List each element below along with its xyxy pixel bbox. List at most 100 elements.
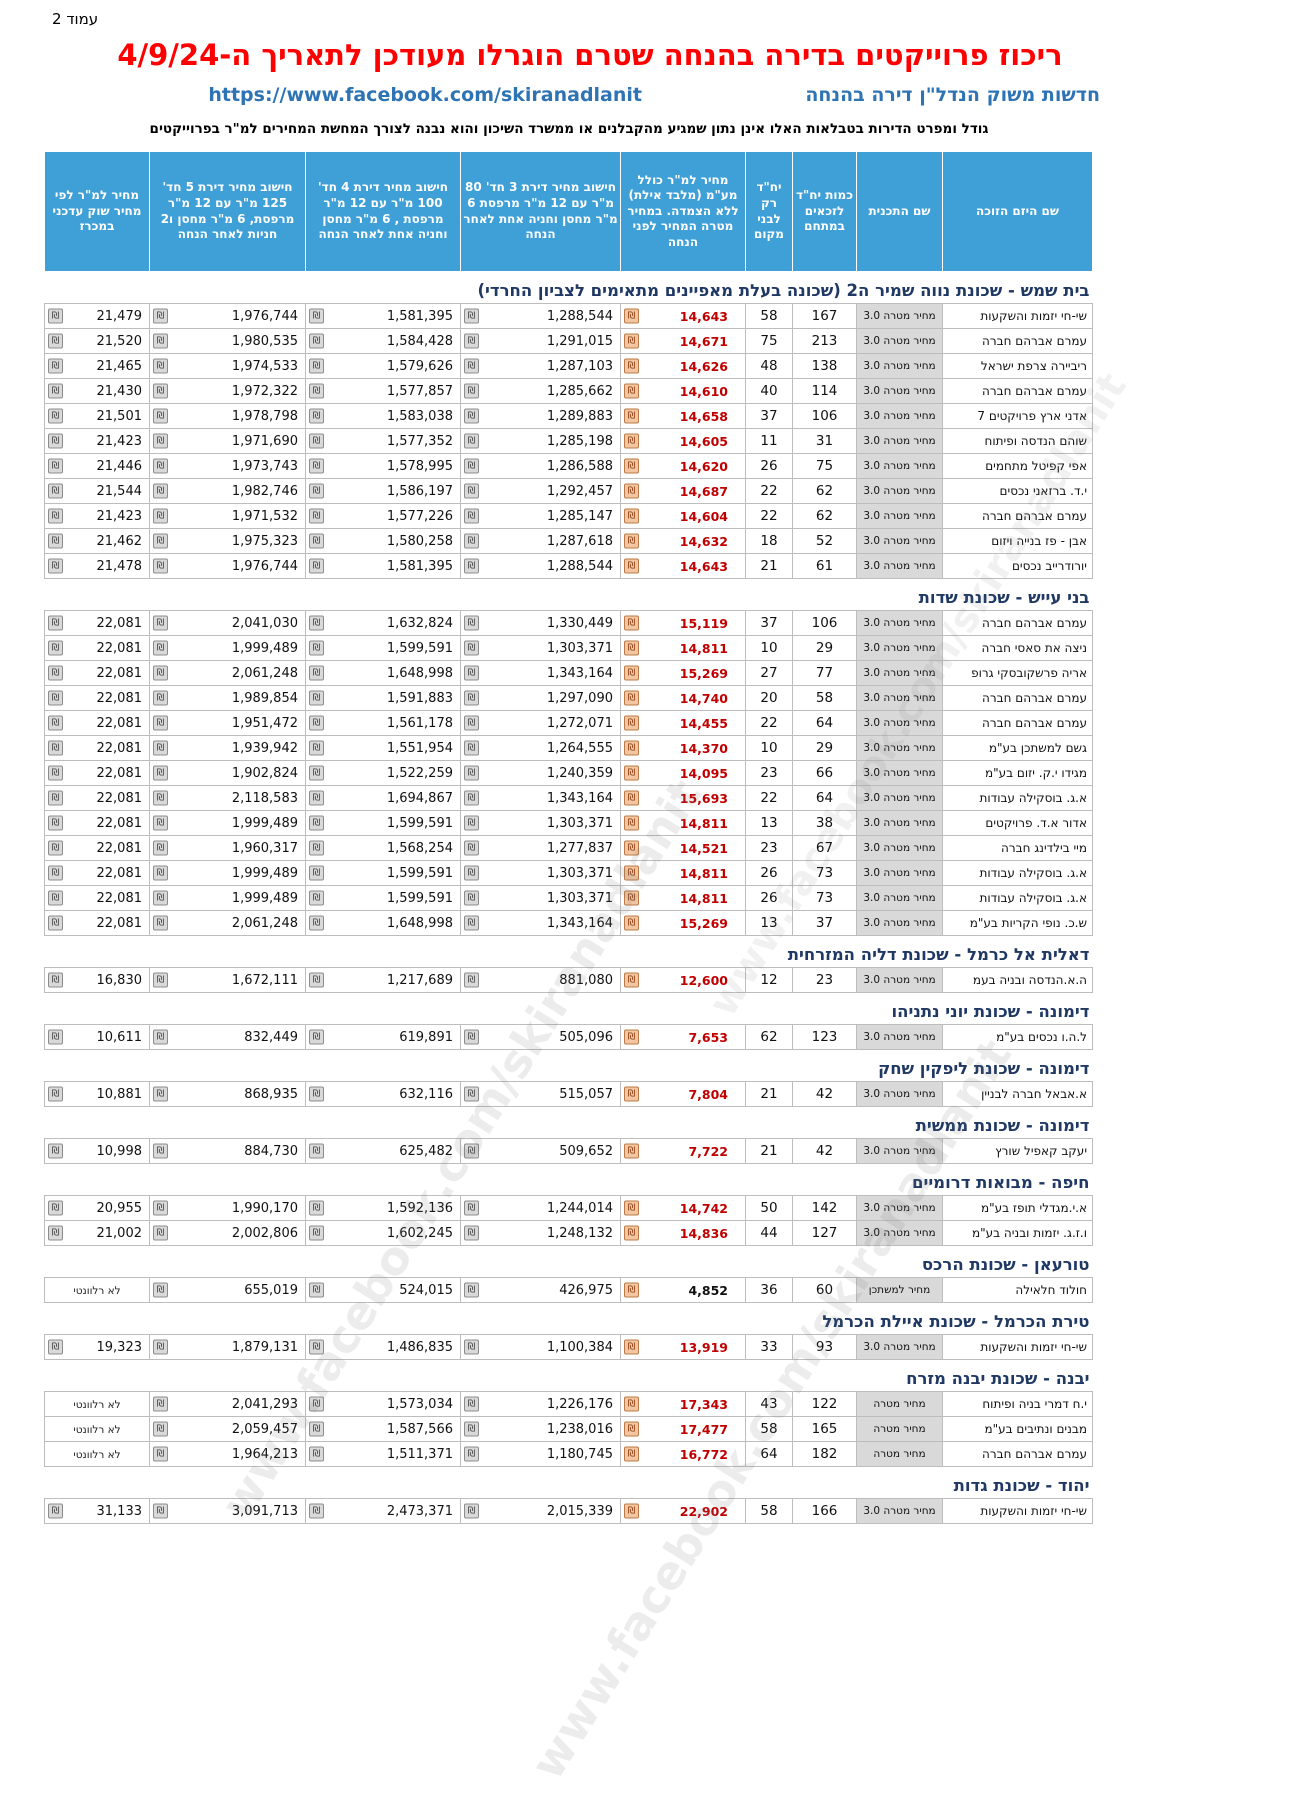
cell-units-total: 42	[792, 1081, 857, 1107]
cell-program-name: מחיר מטרה 3.0	[856, 353, 943, 379]
cell-units-local: 75	[745, 328, 793, 354]
price-value: 1,581,395	[386, 558, 453, 574]
cell-program-name: מחיר מטרה 3.0	[856, 710, 943, 736]
cell-price-per-sqm: 12,600 ₪	[620, 967, 746, 993]
shekel-symbol: ₪	[624, 1086, 639, 1102]
price-value: 1,240,359	[546, 765, 613, 781]
cell-market-price-sqm: לא רלוונטי	[44, 1277, 150, 1303]
price-value: 509,652	[559, 1143, 613, 1159]
cell-developer-name: עמרם אברהם חברה	[942, 503, 1093, 529]
cell-price-per-sqm: 14,740 ₪	[620, 685, 746, 711]
cell-price-4room: 1,648,998 ₪	[305, 910, 461, 936]
price-value: 1,648,998	[386, 665, 453, 681]
cell-market-price-sqm: 21,544 ₪	[44, 478, 150, 504]
shekel-symbol: ₪	[624, 333, 639, 349]
shekel-symbol: ₪	[464, 972, 479, 988]
cell-price-4room: 1,602,245 ₪	[305, 1220, 461, 1246]
cell-price-5room: 2,041,293 ₪	[149, 1391, 306, 1417]
cell-program-name: מחיר מטרה 3.0	[856, 1195, 943, 1221]
table-row: אבן - פז בנייה ויזום מחיר מטרה 3.0 52 18 14,…	[44, 528, 1093, 554]
price-value: 22,081	[96, 815, 143, 831]
cell-price-per-sqm: 17,477 ₪	[620, 1416, 746, 1442]
shekel-symbol: ₪	[624, 508, 639, 524]
table-row: עמרם אברהם חברה מחיר מטרה 3.0 58 20 14,740 ₪ 1…	[44, 685, 1093, 711]
cell-price-per-sqm: 14,455 ₪	[620, 710, 746, 736]
shekel-symbol: ₪	[309, 433, 324, 449]
cell-price-3room: 1,291,015 ₪	[460, 328, 621, 354]
cell-price-4room: 1,583,038 ₪	[305, 403, 461, 429]
cell-market-price-sqm: 22,081 ₪	[44, 760, 150, 786]
cell-units-local: 12	[745, 967, 793, 993]
price-value: 21,479	[96, 308, 143, 324]
shekel-symbol: ₪	[464, 790, 479, 806]
shekel-symbol: ₪	[464, 483, 479, 499]
price-value: 14,626	[679, 358, 728, 374]
price-value: 1,303,371	[546, 640, 613, 656]
cell-developer-name: ו.ז.ג. יזמות ובניה בע"מ	[942, 1220, 1093, 1246]
shekel-symbol: ₪	[624, 1200, 639, 1216]
cell-price-4room: 1,648,998 ₪	[305, 660, 461, 686]
price-value: 1,580,258	[386, 533, 453, 549]
price-value: 1,982,746	[231, 483, 298, 499]
cell-price-3room: 1,287,103 ₪	[460, 353, 621, 379]
price-value: 14,643	[679, 558, 728, 574]
cell-program-name: מחיר מטרה 3.0	[856, 528, 943, 554]
price-value: 22,081	[96, 615, 143, 631]
cell-units-total: 37	[792, 910, 857, 936]
shekel-symbol: ₪	[48, 740, 63, 756]
shekel-symbol: ₪	[624, 1029, 639, 1045]
shekel-symbol: ₪	[48, 615, 63, 631]
cell-price-4room: 1,592,136 ₪	[305, 1195, 461, 1221]
cell-price-4room: 1,632,824 ₪	[305, 610, 461, 636]
cell-price-3room: 1,244,014 ₪	[460, 1195, 621, 1221]
cell-price-per-sqm: 7,722 ₪	[620, 1138, 746, 1164]
shekel-symbol: ₪	[309, 972, 324, 988]
shekel-symbol: ₪	[464, 458, 479, 474]
shekel-symbol: ₪	[48, 890, 63, 906]
shekel-symbol: ₪	[624, 408, 639, 424]
cell-price-per-sqm: 14,658 ₪	[620, 403, 746, 429]
price-value: 1,287,618	[546, 533, 613, 549]
cell-developer-name: יורודרייב נכסים	[942, 553, 1093, 579]
shekel-symbol: ₪	[309, 383, 324, 399]
facebook-url-link[interactable]: https://www.facebook.com/skiranadlanit	[208, 84, 643, 106]
cell-price-3room: 1,285,198 ₪	[460, 428, 621, 454]
cell-price-5room: 1,951,472 ₪	[149, 710, 306, 736]
cell-price-4room: 1,522,259 ₪	[305, 760, 461, 786]
cell-price-4room: 1,561,178 ₪	[305, 710, 461, 736]
cell-price-5room: 1,964,213 ₪	[149, 1441, 306, 1467]
price-value: 14,671	[679, 333, 728, 349]
shekel-symbol: ₪	[48, 972, 63, 988]
table-row: עמרם אברהם חברה מחיר מטרה 3.0 62 22 14,604 ₪ 1…	[44, 503, 1093, 529]
cell-program-name: מחיר מטרה 3.0	[856, 478, 943, 504]
price-value: 1,999,489	[231, 815, 298, 831]
table-row: ריביירה צרפת ישראל מחיר מטרה 3.0 138 48 14,6…	[44, 353, 1093, 379]
header-price-5room: חישוב מחיר דירת 5 חד' 125 מ"ר עם 12 מ"ר …	[149, 151, 306, 272]
cell-market-price-sqm: 22,081 ₪	[44, 810, 150, 836]
cell-market-price-sqm: 21,479 ₪	[44, 303, 150, 329]
shekel-symbol: ₪	[153, 383, 168, 399]
cell-developer-name: יעקב קאפיל שורץ	[942, 1138, 1093, 1164]
price-value: 1,599,591	[386, 815, 453, 831]
cell-units-total: 38	[792, 810, 857, 836]
shekel-symbol: ₪	[309, 715, 324, 731]
shekel-symbol: ₪	[624, 533, 639, 549]
cell-units-local: 10	[745, 735, 793, 761]
cell-market-price-sqm: 21,002 ₪	[44, 1220, 150, 1246]
shekel-symbol: ₪	[48, 1029, 63, 1045]
cell-price-4room: 1,587,566 ₪	[305, 1416, 461, 1442]
price-value: 1,939,942	[231, 740, 298, 756]
shekel-symbol: ₪	[153, 458, 168, 474]
shekel-symbol: ₪	[153, 1143, 168, 1159]
price-value: 21,501	[96, 408, 143, 424]
table-row: ל.ה.ו נכסים בע"מ מחיר מטרה 3.0 123 62 7,653 ₪…	[44, 1024, 1093, 1050]
cell-units-total: 29	[792, 735, 857, 761]
cell-developer-name: אריה פרשקובסקי גרופ	[942, 660, 1093, 686]
cell-price-4room: 1,551,954 ₪	[305, 735, 461, 761]
price-value: 1,486,835	[386, 1339, 453, 1355]
price-value: 1,971,690	[231, 433, 298, 449]
cell-price-per-sqm: 14,811 ₪	[620, 885, 746, 911]
shekel-symbol: ₪	[464, 1029, 479, 1045]
cell-program-name: מחיר מטרה 3.0	[856, 735, 943, 761]
cell-price-per-sqm: 13,919 ₪	[620, 1334, 746, 1360]
